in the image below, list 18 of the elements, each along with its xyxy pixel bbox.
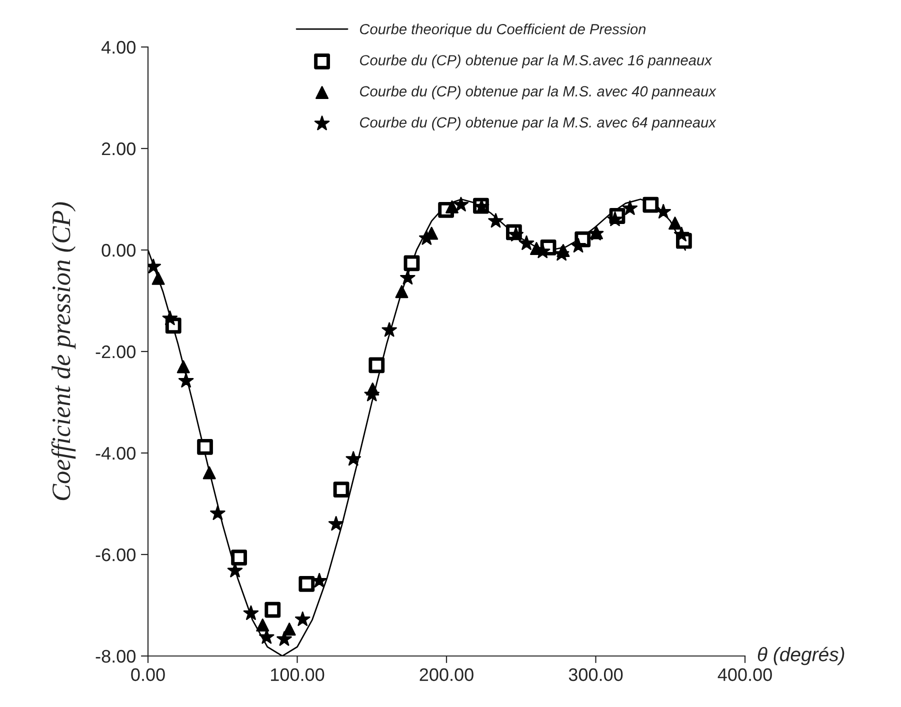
y-tick-label: -2.00: [96, 345, 136, 358]
y-tick-label: -6.00: [96, 548, 136, 562]
x-tick-label: 100.00: [271, 668, 324, 682]
y-tick-label: 4.00: [101, 40, 136, 54]
x-tick-label: 0.00: [131, 668, 165, 682]
x-tick-label: 300.00: [568, 668, 623, 682]
legend-label: Courbe du (CP) obtenue par la M.S. avec 40 panneaux: [360, 86, 716, 100]
y-tick-label: -8.00: [96, 650, 136, 663]
legend-label: Courbe du (CP) obtenue par la M.S. avec 64 panneaux: [360, 116, 716, 130]
x-tick-label: 200.00: [420, 668, 474, 682]
y-tick-label: -4.00: [96, 446, 136, 460]
y-tick-label: 0.00: [102, 244, 136, 257]
x-tick-label: 400.00: [718, 668, 772, 682]
x-axis-title: θ (degrés): [758, 646, 844, 666]
y-tick-label: 2.00: [102, 142, 136, 156]
legend-label: Courbe theorique du Coefficient de Pression: [360, 24, 646, 38]
legend-label: Courbe du (CP) obtenue par la M.S.avec 16 panneaux: [360, 54, 712, 68]
y-axis-title: Coefficient de pression (CP): [51, 202, 76, 500]
